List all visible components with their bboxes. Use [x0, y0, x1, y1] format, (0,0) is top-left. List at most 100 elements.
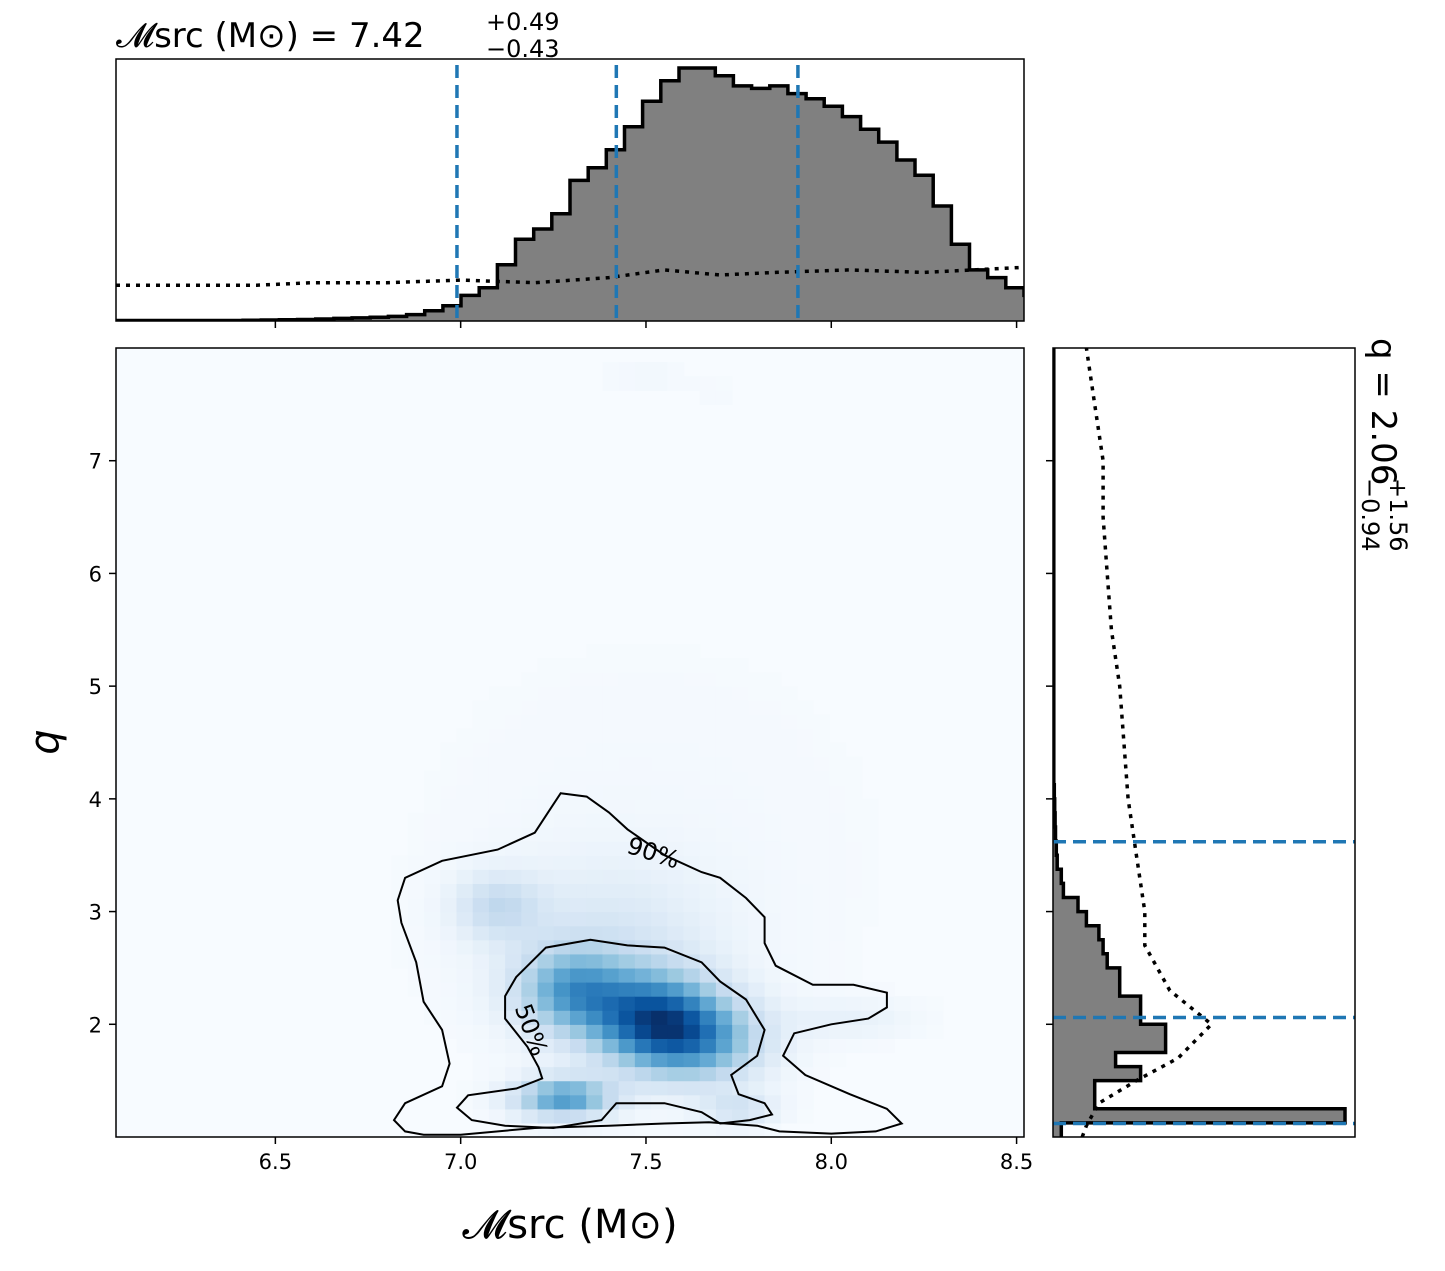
heatmap-cell: [748, 911, 766, 927]
heatmap-cell: [667, 911, 685, 927]
heatmap-cell: [424, 925, 441, 941]
heatmap-cell: [553, 700, 571, 715]
heatmap-cell: [845, 756, 863, 772]
heatmap-cell: [780, 939, 798, 955]
x-tick-label: 8.5: [1000, 1150, 1033, 1174]
top-panel-frame: [115, 58, 1025, 322]
heatmap-cell: [424, 883, 441, 899]
heatmap-cell: [651, 883, 668, 899]
heatmap-cell: [683, 925, 701, 941]
heatmap-cell: [472, 982, 490, 997]
heatmap-cell: [618, 700, 636, 715]
heatmap-cell: [715, 376, 733, 391]
heatmap-cell: [602, 841, 620, 856]
heatmap-cell: [634, 855, 652, 870]
heatmap-cell: [586, 784, 604, 800]
heatmap-cell: [586, 855, 604, 870]
heatmap-cell: [715, 883, 733, 899]
heatmap-cell: [488, 855, 506, 870]
heatmap-cell: [618, 883, 636, 899]
heatmap-cell: [424, 869, 441, 884]
heatmap-cell: [699, 1080, 717, 1096]
heatmap-cell: [570, 756, 587, 772]
heatmap-cell: [715, 925, 733, 941]
heatmap-cell: [813, 1052, 831, 1068]
heatmap-cell: [602, 686, 620, 701]
heatmap-cell: [715, 1024, 733, 1039]
heatmap-cell: [797, 714, 814, 730]
heatmap-cell: [667, 362, 685, 377]
heatmap-cell: [586, 996, 604, 1011]
heatmap-cell: [683, 1108, 701, 1124]
heatmap-cell: [618, 376, 636, 391]
heatmap-cell: [667, 841, 685, 856]
heatmap-cell: [407, 911, 425, 927]
heatmap-cell: [391, 939, 409, 955]
heatmap-cell: [667, 643, 685, 659]
top-panel-ticks: [274, 321, 1018, 328]
heatmap-cell: [780, 784, 798, 800]
heatmap-cell: [732, 686, 749, 701]
heatmap-cell: [472, 1052, 490, 1068]
heatmap-cell: [570, 982, 587, 997]
heatmap-cell: [683, 672, 701, 687]
right-title: q = 2.06: [1363, 338, 1403, 485]
heatmap-cell: [521, 714, 539, 730]
heatmap-cell: [829, 925, 847, 941]
heatmap-cell: [910, 996, 928, 1011]
heatmap-cell: [683, 700, 701, 715]
heatmap-cell: [602, 812, 620, 828]
heatmap-cell: [407, 869, 425, 884]
heatmap-cell: [488, 1010, 506, 1025]
heatmap-cell: [521, 1094, 539, 1110]
heatmap-cell: [732, 1122, 749, 1137]
heatmap-cell: [618, 1010, 636, 1025]
heatmap-cell: [683, 376, 701, 391]
heatmap-cell: [537, 869, 555, 884]
heatmap-cell: [537, 855, 555, 870]
heatmap-cell: [748, 939, 766, 955]
heatmap-cell: [797, 1094, 814, 1110]
heatmap-cell: [570, 700, 587, 715]
heatmap-cell: [634, 742, 652, 758]
heatmap-cell: [440, 967, 458, 983]
heatmap-cell: [456, 770, 474, 786]
heatmap-cell: [537, 1108, 555, 1124]
heatmap-cell: [861, 996, 879, 1011]
heatmap-cell: [813, 742, 831, 758]
heatmap-cell: [505, 756, 522, 772]
heatmap-cell: [586, 1024, 604, 1039]
heatmap-cell: [813, 798, 831, 814]
heatmap-cell: [715, 728, 733, 744]
right-panel-ticks: [1046, 459, 1053, 1026]
heatmap-cell: [797, 953, 814, 969]
heatmap-cell: [553, 869, 571, 884]
heatmap-cell: [602, 714, 620, 730]
heatmap-cell: [699, 1094, 717, 1110]
heatmap-cell: [553, 672, 571, 687]
heatmap-cell: [732, 967, 749, 983]
heatmap-cell: [505, 770, 522, 786]
heatmap-cell: [651, 953, 668, 969]
heatmap-cell: [651, 897, 668, 913]
y-tick-label: 2: [89, 1013, 102, 1037]
heatmap-cell: [488, 883, 506, 899]
heatmap-cell: [570, 770, 587, 786]
top-marginal-panel: 𝓜src (M⊙) = 7.42 +0.49 −0.43: [115, 8, 1025, 328]
heatmap-cell: [391, 855, 409, 870]
heatmap-cell: [537, 728, 555, 744]
heatmap-cell: [634, 756, 652, 772]
heatmap-cell: [586, 1052, 604, 1068]
heatmap-cell: [748, 756, 766, 772]
heatmap-cell: [651, 1052, 668, 1068]
heatmap-cell: [505, 812, 522, 828]
heatmap-cell: [845, 812, 863, 828]
heatmap-cell: [764, 925, 782, 941]
heatmap-cell: [699, 996, 717, 1011]
heatmap-cell: [537, 1122, 555, 1137]
heatmap-cell: [505, 700, 522, 715]
heatmap-cell: [505, 714, 522, 730]
heatmap-cell: [488, 1108, 506, 1124]
right-title-main: q = 2.06: [1363, 338, 1403, 485]
heatmap-cell: [537, 841, 555, 856]
